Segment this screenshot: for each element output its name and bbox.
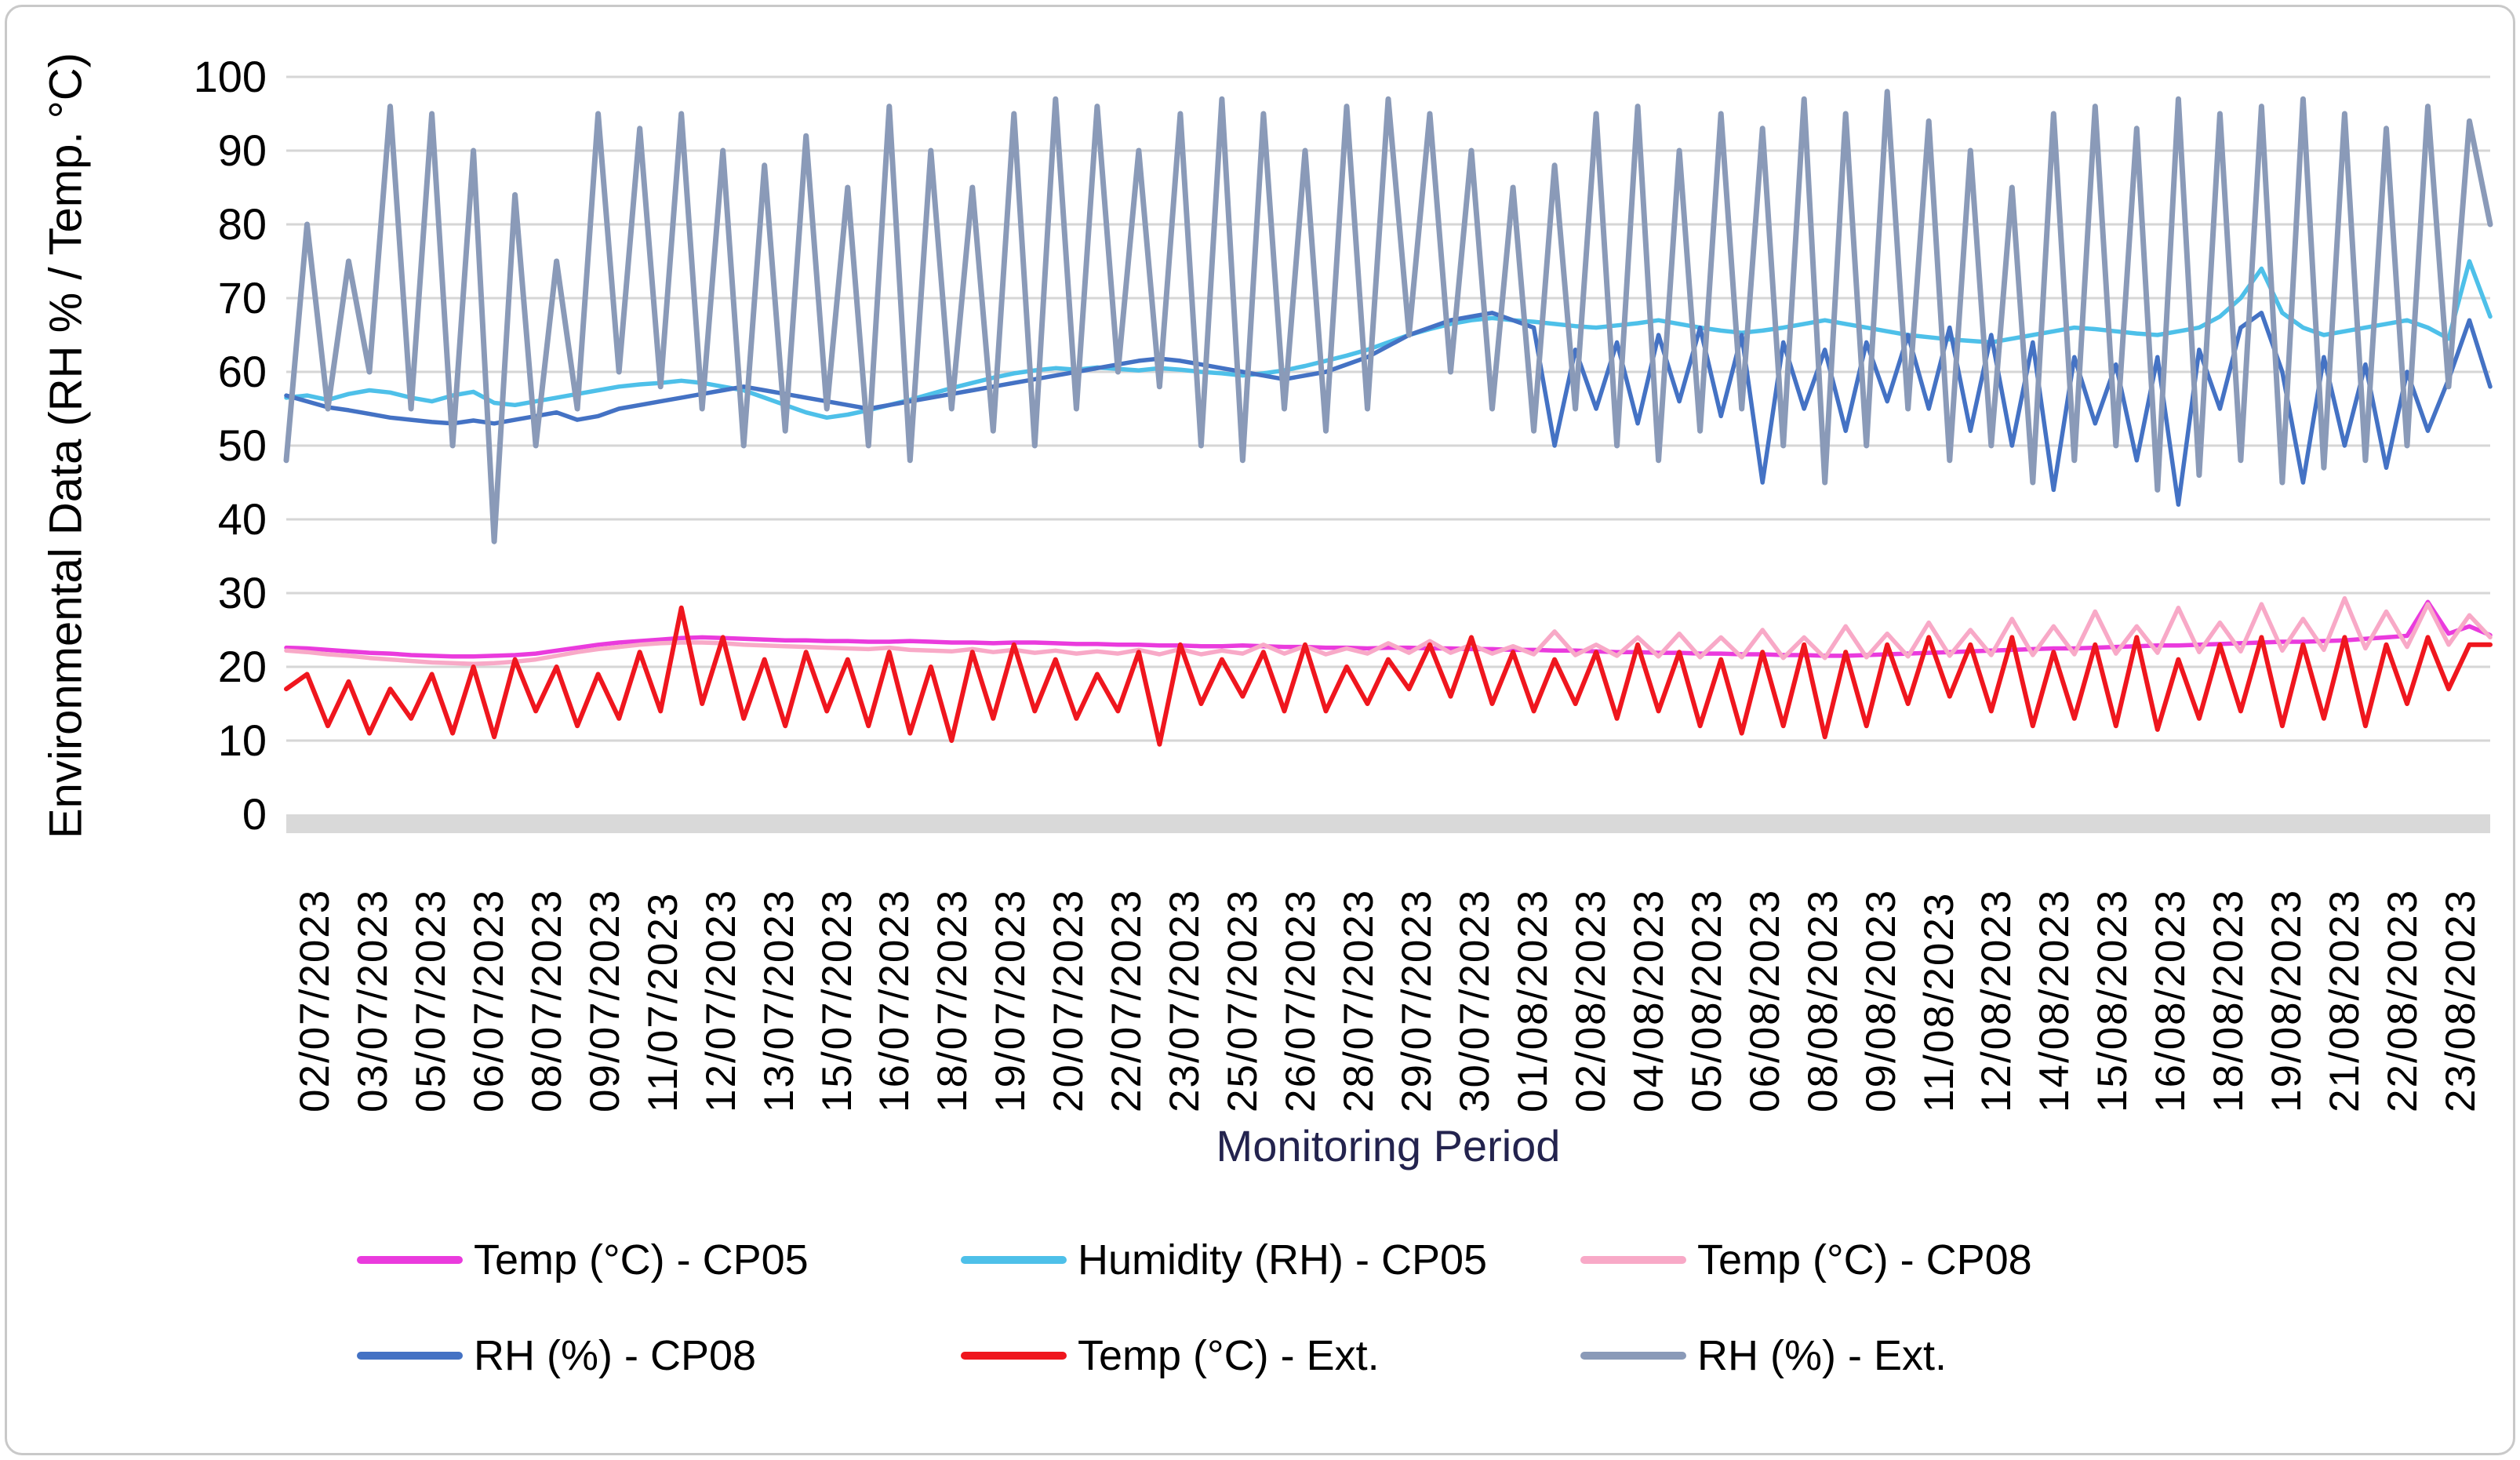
y-axis-title: Environmental Data (RH % / Temp. °C) xyxy=(40,52,92,839)
x-tick-label-15-08-2023: 15/08/2023 xyxy=(2089,888,2136,1112)
x-tick-label-08-07-2023: 08/07/2023 xyxy=(523,888,570,1112)
x-tick-label-20-07-2023: 20/07/2023 xyxy=(1045,888,1093,1112)
legend-swatch xyxy=(961,1352,1067,1360)
x-tick-label-22-07-2023: 22/07/2023 xyxy=(1104,888,1151,1112)
series-line-temp-c-cp08 xyxy=(284,595,2493,666)
legend-item-temp-c-cp05: Temp (°C) - CP05 xyxy=(357,1236,809,1284)
y-tick-label-10: 10 xyxy=(217,715,267,765)
y-tick-label-0: 0 xyxy=(242,789,267,839)
x-tick-label-02-07-2023: 02/07/2023 xyxy=(291,888,338,1112)
y-tick-label-60: 60 xyxy=(217,347,267,396)
x-tick-label-21-08-2023: 21/08/2023 xyxy=(2322,888,2369,1112)
x-tick-label-06-07-2023: 06/07/2023 xyxy=(465,888,512,1112)
x-tick-label-08-08-2023: 08/08/2023 xyxy=(1799,888,1846,1112)
x-tick-label-13-07-2023: 13/07/2023 xyxy=(755,888,802,1112)
x-tick-label-29-07-2023: 29/07/2023 xyxy=(1393,888,1440,1112)
x-tick-label-03-07-2023: 03/07/2023 xyxy=(349,888,396,1112)
x-tick-label-06-08-2023: 06/08/2023 xyxy=(1741,888,1788,1112)
x-tick-label-28-07-2023: 28/07/2023 xyxy=(1336,888,1383,1112)
legend-item-temp-c-ext-: Temp (°C) - Ext. xyxy=(961,1331,1380,1380)
legend-swatch xyxy=(357,1352,463,1360)
x-tick-label-23-08-2023: 23/08/2023 xyxy=(2438,888,2485,1112)
legend-swatch xyxy=(1580,1256,1686,1264)
legend-label: Temp (°C) - Ext. xyxy=(1078,1332,1380,1379)
legend-item-temp-c-cp08: Temp (°C) - CP08 xyxy=(1580,1236,2032,1284)
y-tick-label-90: 90 xyxy=(217,126,267,175)
legend-label: Humidity (RH) - CP05 xyxy=(1078,1236,1488,1283)
x-tick-label-16-08-2023: 16/08/2023 xyxy=(2147,888,2195,1112)
y-tick-label-80: 80 xyxy=(217,199,267,249)
legend-label: RH (%) - CP08 xyxy=(474,1332,757,1379)
x-tick-label-14-08-2023: 14/08/2023 xyxy=(2031,888,2078,1112)
y-tick-label-70: 70 xyxy=(217,273,267,322)
x-tick-label-11-07-2023: 11/07/2023 xyxy=(639,891,686,1112)
legend-swatch xyxy=(1580,1352,1686,1360)
x-tick-label-04-08-2023: 04/08/2023 xyxy=(1625,888,1672,1112)
x-tick-label-19-07-2023: 19/07/2023 xyxy=(987,888,1035,1112)
x-tick-label-15-07-2023: 15/07/2023 xyxy=(813,888,860,1112)
x-tick-label-18-08-2023: 18/08/2023 xyxy=(2205,888,2253,1112)
x-tick-label-12-07-2023: 12/07/2023 xyxy=(697,888,744,1112)
legend-swatch xyxy=(357,1256,463,1264)
x-tick-label-23-07-2023: 23/07/2023 xyxy=(1162,888,1209,1112)
series-line-rh-ext- xyxy=(283,89,2493,544)
legend-item-humidity-rh-cp05: Humidity (RH) - CP05 xyxy=(961,1236,1487,1284)
x-tick-label-26-07-2023: 26/07/2023 xyxy=(1278,888,1325,1112)
legend-swatch xyxy=(961,1256,1067,1264)
legend-row: RH (%) - CP08 Temp (°C) - Ext. RH (%) - Ex… xyxy=(0,1331,2520,1418)
x-tick-label-22-08-2023: 22/08/2023 xyxy=(2380,888,2427,1112)
x-tick-label-30-07-2023: 30/07/2023 xyxy=(1451,888,1498,1112)
x-tick-label-02-08-2023: 02/08/2023 xyxy=(1567,888,1614,1112)
x-axis-band xyxy=(286,814,2490,833)
x-tick-label-09-07-2023: 09/07/2023 xyxy=(581,888,628,1112)
legend-label: RH (%) - Ext. xyxy=(1697,1332,1947,1379)
x-tick-label-05-08-2023: 05/08/2023 xyxy=(1683,888,1730,1112)
series-line-temp-c-ext- xyxy=(284,605,2493,747)
legend-row: Temp (°C) - CP05 Humidity (RH) - CP05 Temp… xyxy=(0,1236,2520,1322)
y-tick-label-100: 100 xyxy=(193,52,267,101)
x-tick-label-19-08-2023: 19/08/2023 xyxy=(2264,888,2311,1112)
legend-label: Temp (°C) - CP05 xyxy=(474,1236,809,1283)
x-tick-label-05-07-2023: 05/07/2023 xyxy=(407,888,454,1112)
y-tick-label-50: 50 xyxy=(217,421,267,470)
legend-item-rh-ext-: RH (%) - Ext. xyxy=(1580,1331,1947,1380)
x-tick-label-16-07-2023: 16/07/2023 xyxy=(871,888,918,1112)
x-tick-label-01-08-2023: 01/08/2023 xyxy=(1509,888,1556,1112)
x-axis-title: Monitoring Period xyxy=(1216,1121,1561,1171)
series-line-rh-cp08 xyxy=(284,311,2493,507)
x-tick-label-12-08-2023: 12/08/2023 xyxy=(1973,888,2020,1112)
x-tick-label-11-08-2023: 11/08/2023 xyxy=(1915,891,1962,1112)
x-tick-label-18-07-2023: 18/07/2023 xyxy=(929,888,976,1112)
legend-label: Temp (°C) - CP08 xyxy=(1697,1236,2032,1283)
y-tick-label-40: 40 xyxy=(217,494,267,544)
legend-item-rh-cp08: RH (%) - CP08 xyxy=(357,1331,756,1380)
x-tick-label-25-07-2023: 25/07/2023 xyxy=(1220,888,1267,1112)
x-tick-label-09-08-2023: 09/08/2023 xyxy=(1857,888,1904,1112)
y-tick-label-20: 20 xyxy=(217,642,267,691)
y-tick-label-30: 30 xyxy=(217,568,267,617)
